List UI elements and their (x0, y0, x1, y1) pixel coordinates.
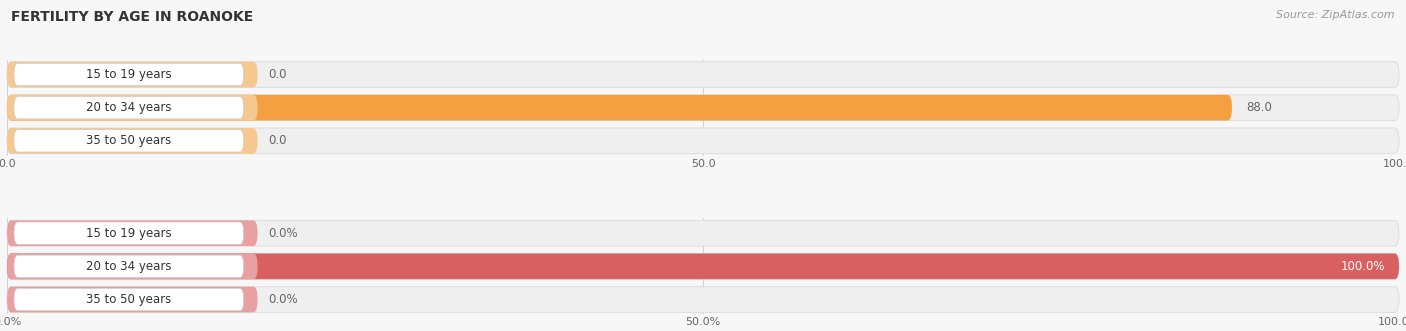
FancyBboxPatch shape (7, 62, 257, 87)
Text: 35 to 50 years: 35 to 50 years (86, 134, 172, 147)
FancyBboxPatch shape (7, 95, 1399, 120)
Text: 35 to 50 years: 35 to 50 years (86, 293, 172, 306)
FancyBboxPatch shape (14, 255, 243, 278)
Text: Source: ZipAtlas.com: Source: ZipAtlas.com (1277, 10, 1395, 20)
FancyBboxPatch shape (7, 95, 257, 120)
FancyBboxPatch shape (7, 62, 1399, 87)
FancyBboxPatch shape (7, 254, 1399, 279)
Text: 15 to 19 years: 15 to 19 years (86, 68, 172, 81)
FancyBboxPatch shape (7, 254, 1399, 279)
FancyBboxPatch shape (14, 96, 243, 119)
FancyBboxPatch shape (14, 63, 243, 86)
FancyBboxPatch shape (14, 222, 243, 244)
Text: 20 to 34 years: 20 to 34 years (86, 260, 172, 273)
FancyBboxPatch shape (7, 220, 257, 246)
Text: 15 to 19 years: 15 to 19 years (86, 227, 172, 240)
FancyBboxPatch shape (7, 128, 1399, 154)
FancyBboxPatch shape (7, 254, 257, 279)
Text: 0.0%: 0.0% (269, 227, 298, 240)
Text: 0.0%: 0.0% (269, 293, 298, 306)
FancyBboxPatch shape (7, 287, 1399, 312)
Text: 0.0: 0.0 (269, 68, 287, 81)
Text: 100.0%: 100.0% (1340, 260, 1385, 273)
FancyBboxPatch shape (7, 220, 1399, 246)
FancyBboxPatch shape (14, 288, 243, 311)
FancyBboxPatch shape (7, 95, 1232, 120)
FancyBboxPatch shape (7, 287, 257, 312)
Text: 0.0: 0.0 (269, 134, 287, 147)
FancyBboxPatch shape (14, 130, 243, 152)
Text: 88.0: 88.0 (1246, 101, 1272, 114)
FancyBboxPatch shape (7, 128, 257, 154)
Text: FERTILITY BY AGE IN ROANOKE: FERTILITY BY AGE IN ROANOKE (11, 10, 253, 24)
Text: 20 to 34 years: 20 to 34 years (86, 101, 172, 114)
